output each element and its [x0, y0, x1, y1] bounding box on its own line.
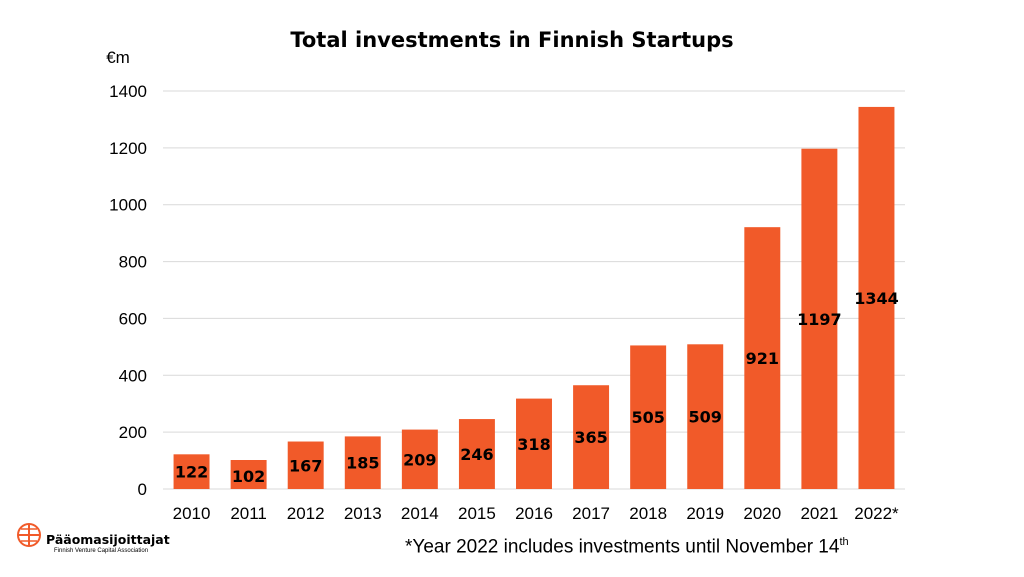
chart-title: Total investments in Finnish Startups — [290, 28, 734, 52]
bar — [173, 454, 210, 489]
footnote-text: *Year 2022 includes investments until No… — [405, 536, 840, 558]
logo-subtitle: Finnish Venture Capital Association — [54, 548, 149, 554]
y-tick-label: 1000 — [109, 196, 147, 215]
bar-value-label: 246 — [460, 445, 493, 464]
y-axis-unit-label: €m — [106, 48, 130, 67]
x-tick-label: 2010 — [173, 504, 211, 523]
bar — [744, 227, 781, 489]
bar-value-label: 509 — [689, 408, 722, 427]
x-tick-label: 2017 — [572, 504, 610, 523]
bar-value-label: 209 — [403, 450, 436, 469]
x-tick-label: 2016 — [515, 504, 553, 523]
bar-value-label: 1344 — [854, 289, 899, 308]
bar-value-label: 365 — [574, 428, 607, 447]
x-tick-label: 2014 — [401, 504, 439, 523]
bar-value-label: 102 — [232, 467, 265, 486]
bar — [801, 148, 838, 489]
bar — [458, 419, 495, 489]
bar-value-label: 122 — [175, 463, 208, 482]
bar — [287, 441, 324, 489]
x-tick-label: 2018 — [629, 504, 667, 523]
y-tick-label: 800 — [119, 253, 147, 272]
x-tick-label: 2015 — [458, 504, 496, 523]
x-tick-label: 2012 — [287, 504, 325, 523]
bar-value-labels: 122 102 167 185 209 246 318 365 505 509 921 1197 134… — [175, 289, 899, 486]
bar-value-label: 921 — [746, 349, 779, 368]
x-tick-label: 2013 — [344, 504, 382, 523]
bars — [173, 106, 895, 490]
bar-value-label: 318 — [517, 435, 550, 454]
x-axis-ticks: 2010 2011 2012 2013 2014 2015 2016 2017 2018 2019… — [173, 504, 899, 523]
bar — [401, 429, 438, 489]
y-tick-label: 1200 — [109, 139, 147, 158]
bar — [687, 344, 724, 489]
bar-value-label: 167 — [289, 456, 322, 475]
y-tick-label: 200 — [119, 423, 147, 442]
x-tick-label: 2022* — [854, 504, 899, 523]
y-tick-label: 600 — [119, 309, 147, 328]
footnote: *Year 2022 includes investments until No… — [405, 536, 849, 558]
bar — [344, 436, 381, 489]
x-tick-label: 2020 — [743, 504, 781, 523]
globe-grid-icon — [17, 523, 41, 547]
bar-value-label: 505 — [631, 408, 664, 427]
bar-value-label: 185 — [346, 454, 379, 473]
bar-value-label: 1197 — [797, 310, 842, 329]
logo: Pääomasijoittajat Finnish Venture Capita… — [14, 520, 194, 560]
y-tick-label: 0 — [138, 480, 147, 499]
x-tick-label: 2021 — [800, 504, 838, 523]
bar — [858, 106, 895, 490]
y-tick-label: 400 — [119, 366, 147, 385]
x-tick-label: 2019 — [686, 504, 724, 523]
bar — [630, 345, 667, 489]
bar — [573, 385, 610, 489]
footnote-superscript: th — [839, 536, 849, 548]
bar — [516, 398, 552, 489]
y-tick-label: 1400 — [109, 82, 147, 101]
x-tick-label: 2011 — [230, 504, 267, 523]
y-axis-ticks: 0 200 400 600 800 1000 1200 1400 — [109, 82, 147, 499]
logo-name: Pääomasijoittajat — [46, 532, 170, 547]
bar — [230, 460, 267, 489]
